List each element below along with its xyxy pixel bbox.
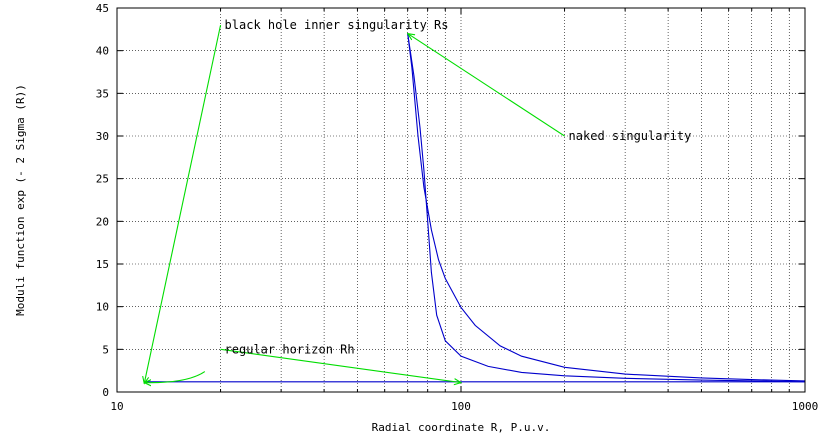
annotation-arrow-3 (220, 348, 461, 382)
series-layer (144, 33, 806, 383)
x-tick-label: 10 (110, 400, 123, 413)
y-tick-label: 15 (96, 258, 109, 271)
series-line-2 (407, 33, 806, 383)
series-line-1 (407, 33, 806, 382)
annotation-layer: black hole inner singularity Rs naked sin… (144, 18, 691, 383)
y-axis-label: Moduli function exp (- 2 Sigma (R)) (14, 84, 27, 316)
y-tick-label: 40 (96, 45, 109, 58)
horizon-curve-arrow (144, 371, 206, 383)
y-tick-label: 35 (96, 87, 109, 100)
grid (117, 8, 805, 392)
annotation-label-3: regular horizon Rh (225, 342, 355, 356)
y-tick-label: 5 (102, 343, 109, 356)
y-tick-label: 0 (102, 386, 109, 399)
y-tick-label: 45 (96, 2, 109, 15)
y-tick-label: 10 (96, 301, 109, 314)
x-ticks: 10 100 1000 (110, 8, 818, 413)
annotation-label-2: naked singularity (569, 129, 692, 143)
x-tick-label: 1000 (792, 400, 819, 413)
x-axis-label: Radial coordinate R, P.u.v. (372, 421, 551, 434)
annotation-arrow-1 (144, 24, 222, 383)
annotation-arrow-2 (408, 34, 565, 137)
x-tick-label: 100 (451, 400, 471, 413)
y-ticks: 0 5 10 15 20 25 30 35 40 45 (96, 2, 805, 399)
y-tick-label: 25 (96, 173, 109, 186)
y-tick-label: 20 (96, 215, 109, 228)
annotation-label-1: black hole inner singularity Rs (225, 18, 449, 32)
y-tick-label: 30 (96, 130, 109, 143)
